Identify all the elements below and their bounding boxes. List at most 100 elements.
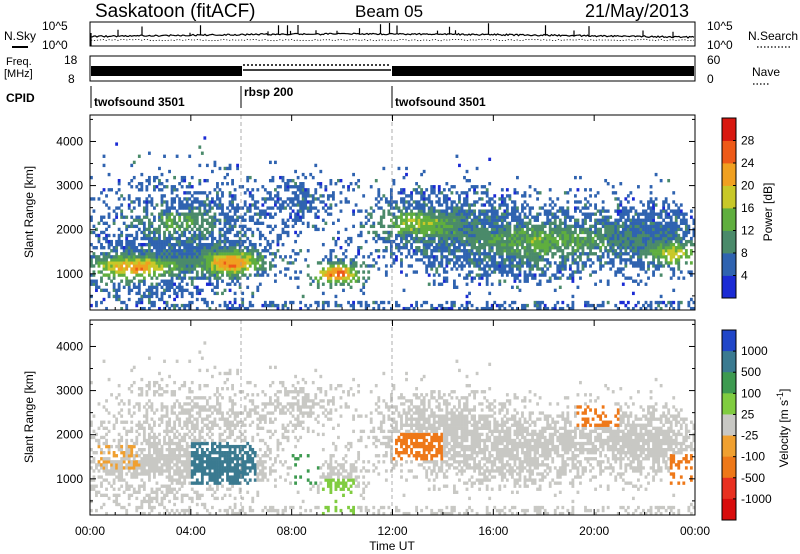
power-cell [178,203,182,207]
power-cell [410,191,413,195]
power-cell [208,306,212,310]
power-cell [445,236,449,241]
power-cell [266,239,270,244]
power-cell [556,209,560,213]
power-cell [584,252,587,256]
power-cell [211,288,214,293]
power-cell [216,249,219,253]
power-cell [447,242,451,247]
freq-label-2: [MHz] [4,68,33,80]
power-cell [233,218,237,222]
power-cell [513,249,517,253]
power-cell [664,200,668,204]
power-cell [92,273,96,277]
power-cell [402,200,406,204]
power-cell [188,206,192,210]
power-cell [614,224,618,229]
power-cell [556,233,560,238]
power-cell [238,267,242,271]
velocity-cell [137,460,141,464]
power-cell [226,206,229,210]
power-cell [127,297,131,302]
power-cell [158,188,161,192]
power-cell [531,252,534,256]
power-cell [563,209,567,213]
power-cell [183,276,187,280]
power-cell [132,200,136,204]
power-cell [614,249,618,253]
power-cell [551,242,555,247]
power-cell [102,188,106,192]
power-cell [117,255,121,259]
power-cell [316,209,320,213]
power-cell [190,267,194,271]
power-cell [190,282,194,286]
power-cell [556,300,560,305]
power-cell [238,255,242,259]
power-cell [450,227,454,232]
power-cell [195,236,199,241]
power-cell [241,227,245,232]
power-cell [500,221,504,225]
velocity-cell [107,377,111,382]
velocity-cell [147,511,151,515]
power-cell [488,224,492,229]
power-cell [624,261,628,265]
power-cell [485,264,489,268]
power-cell [173,236,177,241]
power-cell [669,303,673,308]
power-cell [127,288,131,293]
velocity-cell [122,478,126,482]
power-cell [637,221,640,225]
velocity-cell [115,493,119,498]
power-cell [510,285,514,289]
power-cell [238,185,242,189]
power-cell [397,209,401,213]
power-cell [642,233,645,238]
power-cell [523,221,527,225]
power-cell [619,246,623,250]
power-cell [213,255,217,259]
power-cell [649,224,653,229]
power-cell [483,218,487,222]
velocity-cell [90,420,93,424]
power-cell [609,224,613,229]
power-cell [652,246,655,250]
power-cell [188,246,192,250]
power-cell [586,242,590,247]
power-cell [604,246,608,250]
power-cell [503,242,507,247]
power-cell [311,224,315,229]
power-cell [490,209,494,213]
power-cell [463,227,466,232]
power-cell [445,194,449,198]
power-cell [493,261,497,265]
power-cell [271,227,275,232]
power-cell [117,227,121,232]
power-cell [498,203,502,207]
power-cell [208,209,212,213]
velocity-cell [110,466,113,470]
power-cell [674,203,678,207]
power-cell [442,249,446,253]
power-cell [609,258,613,262]
power-cell [652,212,655,216]
power-cell [130,178,134,183]
power-cell [458,230,461,235]
power-cell [460,212,464,216]
power-cell [432,306,436,310]
power-cell [420,191,424,195]
power-cell [616,239,620,244]
velocity-cell [145,457,149,461]
power-cell [589,273,592,277]
power-cell [389,203,393,207]
power-cell [211,230,214,235]
power-cell [692,221,695,225]
power-cell [268,267,272,271]
power-cell [468,239,471,244]
power-cell [652,252,655,256]
power-cell [173,288,177,293]
power-cell [667,233,671,238]
power-cell [258,236,262,241]
power-cell [382,215,386,219]
